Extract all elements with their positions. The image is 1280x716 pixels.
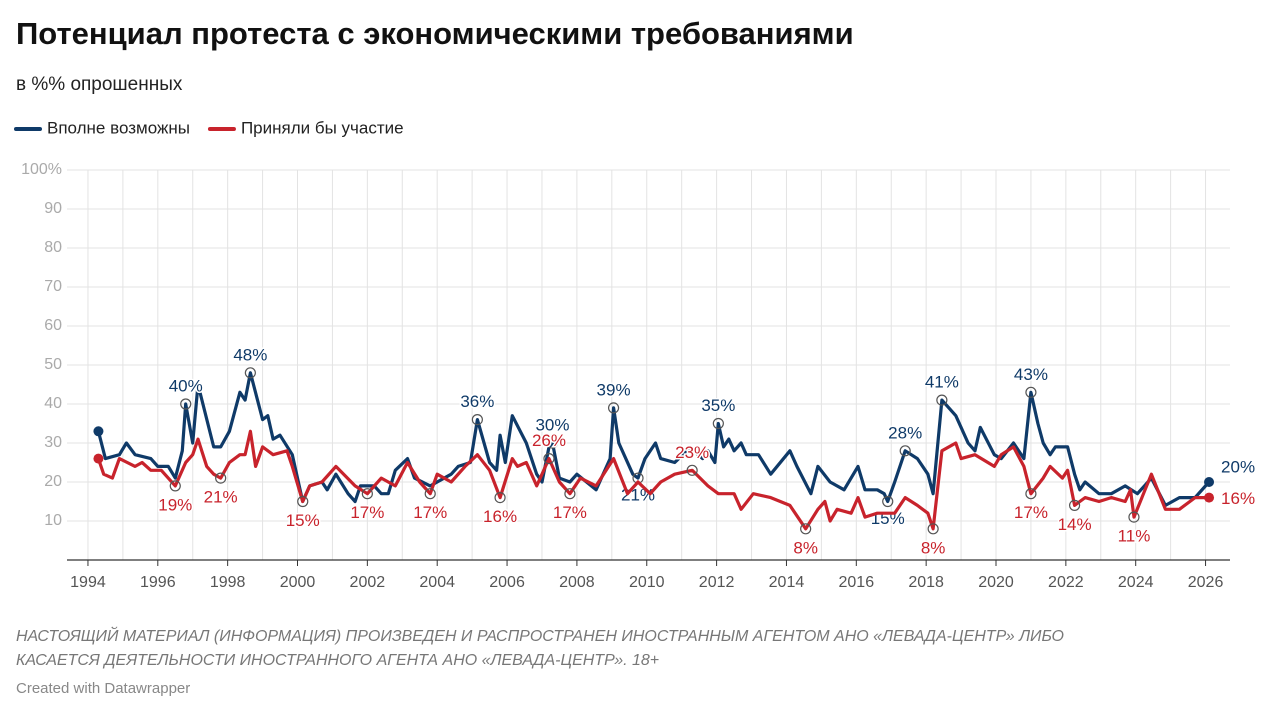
data-label: 19%	[158, 495, 192, 514]
data-label: 17%	[1014, 503, 1048, 522]
data-label: 40%	[169, 376, 203, 395]
y-tick-label: 10	[44, 512, 62, 529]
highlight-ring	[1128, 511, 1140, 523]
x-tick-label: 1996	[140, 574, 176, 591]
y-tick-label: 80	[44, 239, 62, 256]
data-label: 43%	[1014, 365, 1048, 384]
highlight-ring	[215, 472, 227, 484]
end-dot	[1204, 477, 1215, 487]
highlight-ring	[494, 492, 506, 504]
y-tick-label: 100%	[21, 161, 62, 178]
highlight-ring	[607, 402, 620, 414]
x-tick-label: 2000	[280, 574, 316, 591]
x-tick-label: 2022	[1048, 574, 1084, 591]
highlight-ring	[686, 464, 698, 476]
highlight-ring	[471, 414, 483, 426]
y-tick-label: 60	[44, 317, 62, 334]
x-tick-label: 2002	[350, 574, 386, 591]
x-tick-label: 1994	[70, 574, 106, 591]
data-label: 15%	[286, 511, 320, 530]
legend-label: Вполне возможны	[47, 118, 190, 137]
data-label: 48%	[233, 345, 267, 364]
data-label: 20%	[1221, 457, 1255, 476]
highlight-ring	[564, 488, 576, 500]
data-label: 8%	[793, 538, 818, 557]
credit: Created with Datawrapper	[16, 680, 190, 697]
data-label: 28%	[888, 423, 922, 442]
highlight-ring	[543, 453, 555, 465]
data-label: 36%	[460, 392, 494, 411]
x-tick-label: 2026	[1188, 574, 1224, 591]
data-label: 23%	[675, 443, 709, 462]
data-label: 8%	[921, 538, 946, 557]
footnote: НАСТОЯЩИЙ МАТЕРИАЛ (ИНФОРМАЦИЯ) ПРОИЗВЕД…	[16, 626, 1064, 645]
data-label: 14%	[1058, 515, 1092, 534]
highlight-ring	[180, 398, 192, 410]
y-tick-label: 50	[44, 356, 62, 373]
highlight-ring	[297, 495, 309, 508]
end-dot	[1204, 492, 1215, 503]
data-label: 17%	[553, 503, 587, 522]
data-label: 11%	[1118, 527, 1151, 546]
x-tick-label: 2006	[489, 574, 525, 591]
data-label: 39%	[597, 380, 631, 399]
highlight-ring	[712, 417, 724, 430]
x-tick-label: 2016	[839, 574, 875, 591]
chart-title: Потенциал протеста с экономическими треб…	[16, 16, 854, 51]
x-tick-label: 2008	[559, 574, 595, 591]
y-tick-label: 30	[44, 434, 62, 451]
y-tick-label: 90	[44, 200, 62, 217]
highlight-ring	[1068, 499, 1081, 511]
highlight-ring	[936, 394, 948, 406]
series-line	[96, 429, 1209, 531]
highlight-ring	[424, 488, 436, 500]
y-tick-label: 40	[44, 395, 62, 412]
data-label: 21%	[204, 488, 238, 507]
highlight-ring	[1025, 386, 1037, 398]
highlight-ring	[1025, 488, 1037, 500]
data-label: 17%	[413, 503, 447, 522]
data-label: 16%	[483, 507, 517, 526]
data-label: 41%	[925, 373, 959, 392]
x-tick-label: 2014	[769, 574, 805, 591]
y-tick-label: 70	[44, 278, 62, 295]
x-tick-label: 2020	[978, 574, 1014, 591]
end-dot	[93, 426, 104, 437]
y-tick-label: 20	[44, 473, 62, 490]
x-tick-label: 2012	[699, 574, 735, 591]
highlight-ring	[361, 488, 373, 500]
x-tick-label: 2004	[419, 574, 455, 591]
highlight-ring	[899, 445, 911, 457]
x-tick-label: 1998	[210, 574, 246, 591]
data-label: 26%	[532, 431, 566, 450]
highlight-ring	[244, 367, 256, 379]
footnote: КАСАЕТСЯ ДЕЯТЕЛЬНОСТИ ИНОСТРАННОГО АГЕНТ…	[16, 652, 659, 669]
data-label: 17%	[350, 503, 384, 522]
data-label: 35%	[701, 396, 735, 415]
data-label: 16%	[1221, 489, 1255, 508]
x-tick-label: 2010	[629, 574, 665, 591]
x-tick-label: 2018	[908, 574, 944, 591]
data-label: 30%	[535, 415, 569, 434]
highlight-ring	[882, 495, 894, 508]
highlight-ring	[169, 480, 181, 492]
highlight-ring	[800, 523, 812, 535]
chart-subtitle: в %% опрошенных	[16, 74, 183, 95]
highlight-ring	[927, 523, 939, 535]
x-tick-label: 2024	[1118, 574, 1154, 591]
legend-label: Приняли бы участие	[241, 118, 404, 137]
end-dot	[93, 453, 104, 464]
highlight-ring	[546, 437, 559, 449]
